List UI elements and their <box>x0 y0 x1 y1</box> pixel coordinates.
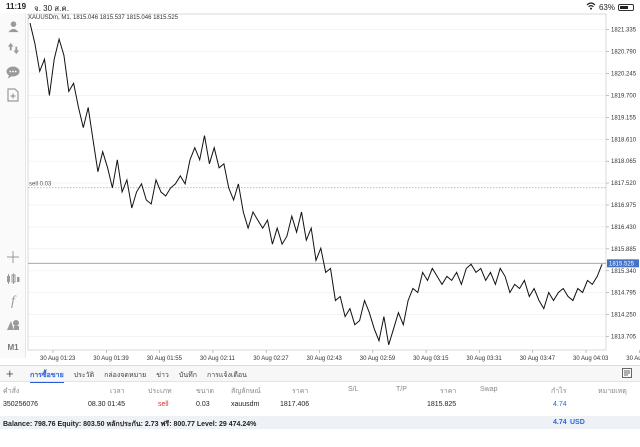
terminal-settings-icon[interactable] <box>622 368 632 380</box>
y-tick-label: 1819.700 <box>611 93 637 99</box>
x-tick-label: 30 Aug 02:43 <box>307 356 343 362</box>
column-header-8[interactable]: ราคา <box>440 388 457 395</box>
column-header-9[interactable]: Swap <box>480 386 498 393</box>
current-price-label: 1815.525 <box>609 261 635 267</box>
timeframe-m1[interactable]: M1 <box>7 342 19 352</box>
column-header-5[interactable]: ราคา <box>292 388 309 395</box>
status-time: 11:19 <box>6 2 27 11</box>
y-tick-label: 1817.520 <box>611 181 637 187</box>
order-price: 1815.825 <box>427 401 457 408</box>
balance-summary: Balance: 798.76 Equity: 803.50 หลักประกั… <box>3 421 257 428</box>
tab-5[interactable]: การแจ้งเตือน <box>206 372 247 379</box>
order-symbol: xauusdm <box>231 401 260 408</box>
account-icon[interactable] <box>4 17 22 35</box>
price-series-line <box>29 22 603 345</box>
sell-level-label: sell 0.03 <box>29 182 52 188</box>
wifi-icon <box>586 2 596 12</box>
column-header-7[interactable]: T/P <box>396 386 407 393</box>
order-row[interactable]: 350256076 08.30 01:45 sell 0.03 xauusdm … <box>0 398 640 411</box>
column-header-6[interactable]: S/L <box>348 386 359 393</box>
column-header-10[interactable]: กำไร <box>551 388 567 395</box>
add-order-button[interactable]: + <box>6 366 14 381</box>
x-tick-label: 30 Aug 03:31 <box>466 356 502 362</box>
indicators-icon[interactable] <box>4 270 22 288</box>
price-chart[interactable]: 1821.335 1820.790 1820.245 1819.700 1819.155… <box>26 13 640 365</box>
column-header-0[interactable]: คำสั่ง <box>3 388 20 395</box>
order-size: 0.03 <box>196 401 210 408</box>
function-icon[interactable]: f <box>11 294 15 309</box>
x-tick-label: 30 Aug 03:15 <box>413 356 449 362</box>
column-header-2[interactable]: ประเภท <box>148 388 172 395</box>
x-tick-label: 30 Aug 03:47 <box>520 356 556 362</box>
tab-1[interactable]: ประวัติ <box>73 372 95 379</box>
column-header-11[interactable]: หมายเหตุ <box>598 388 627 395</box>
y-tick-label: 1819.155 <box>611 115 637 121</box>
tabs: การซื้อขาย ประวัติ กล่องจดหมาย ข่าว บันทึก กา… <box>30 370 247 383</box>
order-type: sell <box>158 401 169 408</box>
x-tick-label: 30 Aug 01:23 <box>40 356 76 362</box>
x-tick-label: 30 Aug 04:19 <box>626 356 640 362</box>
y-tick-label: 1816.430 <box>611 225 637 231</box>
tab-4[interactable]: บันทึก <box>178 372 197 379</box>
x-tick-label: 30 Aug 02:11 <box>200 356 236 362</box>
terminal-panel: + การซื้อขาย ประวัติ กล่องจดหมาย ข่าว บันทึก… <box>0 365 640 447</box>
new-chart-icon[interactable] <box>4 86 22 104</box>
y-tick-label: 1818.610 <box>611 137 637 143</box>
account-currency: USD <box>570 419 585 426</box>
order-time: 08.30 01:45 <box>88 401 125 408</box>
y-tick-label: 1820.790 <box>611 50 637 56</box>
battery-label: 63% <box>598 2 615 12</box>
trade-icon[interactable] <box>4 39 22 57</box>
order-profit: 4.74 <box>553 401 567 408</box>
y-tick-label: 1816.975 <box>611 203 637 209</box>
y-tick-label: 1821.335 <box>611 28 637 34</box>
tab-3[interactable]: ข่าว <box>156 372 169 379</box>
tab-0[interactable]: การซื้อขาย <box>30 370 64 383</box>
y-tick-label: 1814.250 <box>611 313 637 319</box>
balance-row: Balance: 798.76 Equity: 803.50 หลักประกั… <box>0 416 640 429</box>
battery-icon <box>618 3 634 11</box>
chat-icon[interactable] <box>4 63 22 81</box>
column-header-1[interactable]: เวลา <box>110 388 125 395</box>
x-tick-label: 30 Aug 01:55 <box>147 356 183 362</box>
order-id: 350256076 <box>3 401 39 408</box>
tab-2[interactable]: กล่องจดหมาย <box>104 372 147 379</box>
total-profit: 4.74 <box>553 419 567 426</box>
left-toolbar: f M1 <box>0 13 26 358</box>
x-tick-label: 30 Aug 04:03 <box>573 356 609 362</box>
y-tick-label: 1820.245 <box>611 71 637 77</box>
column-header-3[interactable]: ขนาด <box>196 388 215 395</box>
x-tick-label: 30 Aug 02:27 <box>253 356 289 362</box>
order-open-price: 1817.406 <box>280 401 310 408</box>
objects-icon[interactable] <box>4 315 22 333</box>
status-date: จ. 30 ส.ค. <box>34 4 69 13</box>
column-header-4[interactable]: สัญลักษณ์ <box>231 388 261 395</box>
crosshair-icon[interactable] <box>4 248 22 266</box>
x-tick-label: 30 Aug 02:59 <box>360 356 396 362</box>
y-tick-label: 1815.340 <box>611 269 637 275</box>
chart-svg: 1821.335 1820.790 1820.245 1819.700 1819.155… <box>27 13 640 362</box>
chart-symbol-header: XAUUSDm, M1, 1815.046 1815.537 1815.046 … <box>28 15 179 21</box>
y-tick-label: 1815.885 <box>611 247 637 253</box>
current-price-box <box>607 259 639 268</box>
y-tick-label: 1814.795 <box>611 291 637 297</box>
y-tick-label: 1818.065 <box>611 159 637 165</box>
terminal-tabs: + การซื้อขาย ประวัติ กล่องจดหมาย ข่าว บันทึก… <box>0 366 640 383</box>
status-right: 63% <box>586 2 634 12</box>
x-tick-label: 30 Aug 01:39 <box>93 356 129 362</box>
y-tick-label: 1813.705 <box>611 335 637 341</box>
status-bar: 11:19 จ. 30 ส.ค. 63% <box>0 0 640 13</box>
plot-frame <box>27 13 607 351</box>
terminal-header-row: คำสั่ง เวลา ประเภท ขนาด สัญลักษณ์ ราคา S/L T/P ร… <box>0 383 640 396</box>
